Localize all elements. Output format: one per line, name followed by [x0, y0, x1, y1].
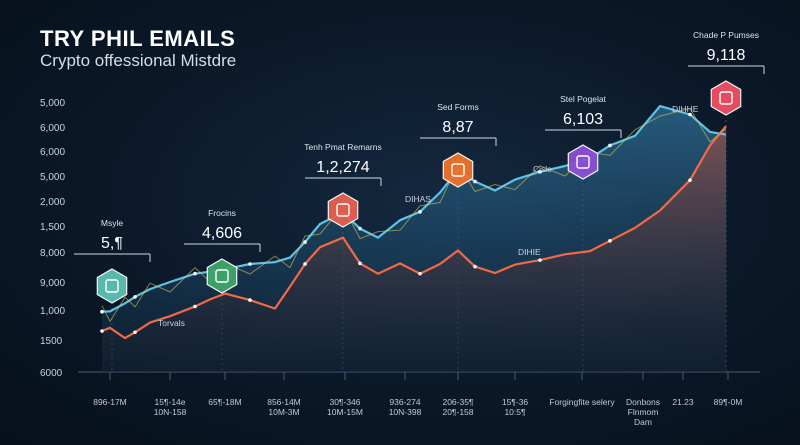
series-point [538, 170, 542, 174]
data-marker: 4,606 Frocins [184, 208, 261, 294]
series-point [358, 261, 362, 266]
building-icon [327, 192, 359, 228]
y-tick-label: 1500 [40, 336, 63, 347]
series-point [473, 179, 477, 184]
chart-annotation: Cisle [533, 164, 552, 174]
chart-title: TRY PHIL EMAILS [40, 26, 236, 51]
data-marker: 9,118 Chade P Pumses [688, 30, 765, 116]
x-tick-label: Flnmom [628, 407, 659, 417]
hourglass-icon [442, 152, 474, 188]
series-area-2 [102, 126, 726, 372]
marker-value: 9,118 [707, 47, 746, 64]
chart-annotation: DIHHE [672, 104, 699, 114]
x-tick-label: 10N-398 [389, 407, 422, 417]
series-point [608, 239, 612, 243]
series-point [303, 240, 307, 244]
y-tick-label: 2,000 [40, 197, 65, 208]
y-tick-label: 6,000 [40, 147, 65, 158]
marker-value: 6,103 [563, 111, 603, 128]
x-tick-label: 65¶-18M [208, 397, 241, 407]
y-tick-label: 8,000 [40, 248, 65, 259]
series-point [100, 329, 104, 333]
marker-label: Sed Forms [437, 102, 479, 112]
marker-value: 4,606 [202, 225, 242, 242]
x-tick-label: 21.23 [672, 397, 694, 407]
chip-icon-glyph [215, 269, 229, 283]
series-point [688, 178, 692, 183]
x-tick-label: 30¶-346 [329, 397, 360, 407]
y-tick-label: 1,500 [40, 222, 65, 233]
x-tick-label: 896-17M [93, 397, 127, 407]
series-point [100, 309, 104, 314]
y-tick-label: 9,000 [40, 278, 65, 289]
star-icon-glyph [576, 155, 590, 169]
x-tick-label: 15¶-14e [154, 397, 185, 407]
marker-label: Msyle [101, 218, 123, 228]
marker-value: 1,2,274 [316, 159, 369, 176]
x-tick-label: 10N-158 [154, 407, 187, 417]
x-tick-label: 20¶-158 [442, 407, 473, 417]
marker-label: Chade P Pumses [693, 30, 759, 40]
y-tick-label: 6000 [40, 368, 63, 379]
chart-annotation: DIHIE [518, 247, 541, 257]
data-marker: 6,103 Stel Pogelat [545, 94, 622, 180]
chart-annotation: Torvals [158, 318, 185, 328]
chip-icon [206, 258, 238, 294]
series-point [473, 264, 477, 269]
x-tick-label: 10M-15M [327, 407, 363, 417]
marker-label: Tenh Pmat Remarns [304, 142, 381, 152]
marker-value: 8,87 [442, 119, 473, 136]
x-tick-label: 10M-3M [268, 407, 299, 417]
y-tick-label: 1,000 [40, 306, 65, 317]
series-point [193, 304, 197, 309]
x-tick-label: 15¶-36 [502, 397, 529, 407]
series-point [608, 143, 612, 148]
series-line-1 [101, 105, 727, 313]
wallet-icon-glyph [105, 279, 119, 293]
y-tick-label: 5,000 [40, 98, 65, 109]
hourglass-icon-glyph [451, 163, 465, 177]
x-tick-label: 206-35¶ [442, 397, 473, 407]
data-marker: 1,2,274 Tenh Pmat Remarns [304, 142, 382, 228]
x-tick-label: Donbons [626, 397, 660, 407]
y-tick-label: 5,000 [40, 172, 65, 183]
x-tick-label: 936-274 [389, 397, 420, 407]
x-tick-label: 856-14M [267, 397, 301, 407]
series-point [133, 295, 137, 299]
x-tick-label: Forgingfite selery [549, 397, 615, 407]
series-point [303, 262, 307, 266]
accent-line [101, 107, 727, 323]
series-point [133, 330, 137, 335]
series-point [418, 210, 422, 214]
wallet-icon [96, 268, 128, 304]
chart-annotation: DIHAS [405, 194, 431, 204]
series-point [358, 226, 362, 231]
series-line-2 [101, 125, 727, 340]
y-tick-label: 6,000 [40, 123, 65, 134]
building-icon-glyph [336, 203, 350, 217]
series-point [248, 262, 252, 266]
series-point [193, 271, 197, 276]
series-point [538, 258, 542, 262]
star-icon [567, 144, 599, 180]
piggy-bank-icon [710, 80, 742, 116]
data-marker: 8,87 Sed Forms [420, 102, 497, 188]
piggy-bank-icon-glyph [719, 91, 733, 105]
x-tick-label: Dam [634, 417, 652, 427]
x-tick-label: 10:5¶ [504, 407, 526, 417]
marker-label: Frocins [208, 208, 236, 218]
chart-subtitle: Crypto offessional Mistdre [40, 51, 237, 70]
marker-label: Stel Pogelat [560, 94, 606, 104]
series-point [418, 271, 422, 276]
data-marker: 5,¶ Msyle [74, 218, 151, 304]
series-point [688, 112, 692, 117]
marker-value: 5,¶ [101, 235, 123, 252]
x-tick-label: 89¶-0M [714, 397, 743, 407]
series-point [248, 298, 252, 302]
